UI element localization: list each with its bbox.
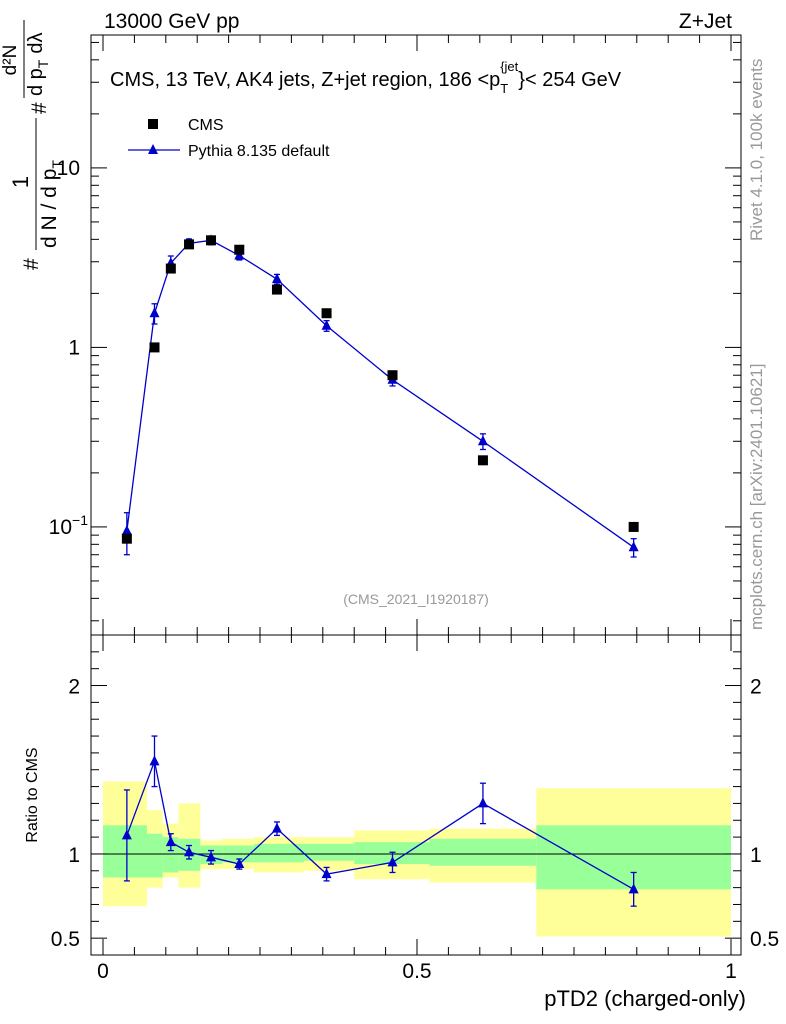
ratio-point: [149, 755, 160, 766]
cms-point: [387, 370, 398, 381]
ylabel-num2: d pTdλ: [25, 33, 51, 97]
ylabel-denominator: d N / d pT: [38, 160, 65, 248]
cms-point: [165, 263, 176, 274]
ratio-band-inner: [303, 843, 355, 861]
ratio-y-tick-label-left: 0.5: [51, 928, 80, 951]
process-label: Z+Jet: [679, 10, 732, 33]
pythia-point: [477, 435, 488, 446]
legend-cms-label: CMS: [188, 117, 224, 134]
legend-cms-marker: [148, 119, 158, 129]
ylabel-numerator: d²N: [0, 45, 21, 76]
main-title-sub: T: [500, 81, 508, 96]
legend: CMS Pythia 8.135 default: [128, 117, 330, 160]
ratio-point: [206, 851, 217, 862]
main-title-text: CMS, 13 TeV, AK4 jets, Z+jet region, 186…: [110, 69, 500, 91]
ratio-band-inner: [146, 833, 163, 878]
main-title: CMS, 13 TeV, AK4 jets, Z+jet region, 186…: [110, 59, 622, 96]
main-title-end: }< 254 GeV: [518, 69, 622, 91]
ylabel-hash-1: #: [20, 258, 43, 270]
pythia-series-line: [126, 239, 635, 548]
ratio-ylabel: Ratio to CMS: [24, 747, 41, 842]
cms-point: [628, 521, 639, 532]
ratio-point: [321, 868, 332, 879]
cms-point: [184, 239, 195, 250]
main-panel: 10−1 1 10 CMS, 13 TeV, AK4 jets, Z+jet reg…: [0, 20, 742, 636]
ratio-point: [387, 856, 398, 867]
x-tick-label: 1: [725, 960, 737, 983]
ratio-point: [234, 858, 245, 869]
cms-point: [121, 533, 132, 544]
energy-label: 13000 GeV pp: [104, 10, 239, 33]
legend-pythia-label: Pythia 8.135 default: [188, 143, 330, 160]
ratio-point: [271, 822, 282, 833]
cms-point: [206, 235, 217, 246]
ratio-point: [165, 836, 176, 847]
x-axis-label: pTD2 (charged-only): [544, 986, 746, 1011]
main-title-sup: {jet: [500, 59, 518, 74]
main-y-tick-label: 10: [57, 157, 80, 180]
x-tick-label: 0.5: [402, 960, 431, 983]
ratio-y-tick-label-right: 0.5: [750, 928, 779, 951]
pythia-point: [121, 524, 132, 535]
ratio-point: [477, 797, 488, 808]
legend-pythia-marker: [148, 144, 158, 154]
pythia-point: [321, 319, 332, 330]
ratio-panel: 0.5 0.5 1 1 2 2 0 0.5 1 Ratio to CMS pTD2 (charg…: [24, 634, 779, 1011]
cms-point: [321, 308, 332, 319]
main-y-tick-label: 10−1: [49, 512, 89, 539]
main-ylabel: # 1 d N / d pT # d²N d pTdλ: [0, 20, 65, 270]
ratio-point: [628, 883, 639, 894]
pythia-point: [149, 307, 160, 318]
pythia-point: [628, 541, 639, 552]
ylabel-hash-2: #: [28, 102, 51, 114]
ratio-band-inner: [253, 843, 304, 863]
cms-point: [271, 284, 282, 295]
main-y-tick-label: 1: [68, 336, 80, 359]
ratio-band-inner: [103, 825, 147, 878]
ratio-y-tick-label-left: 1: [68, 844, 80, 867]
rivet-version-label: Rivet 4.1.0, 100k events: [747, 59, 766, 241]
watermark: (CMS_2021_I1920187): [343, 591, 489, 607]
ratio-y-tick-label-left: 2: [68, 676, 80, 699]
ratio-band-inner: [429, 838, 537, 866]
ratio-point: [121, 829, 132, 840]
cms-point: [234, 244, 245, 255]
ylabel-one: 1: [8, 176, 33, 188]
x-tick-label: 0: [97, 960, 109, 983]
cms-point: [149, 342, 160, 353]
ratio-y-tick-label-right: 1: [750, 844, 762, 867]
pythia-point: [271, 273, 282, 284]
mcplots-label: mcplots.cern.ch [arXiv:2401.10621]: [747, 364, 766, 630]
ratio-y-tick-label-right: 2: [750, 676, 762, 699]
cms-point: [477, 455, 488, 466]
ratio-frame: [90, 634, 742, 956]
ratio-point: [184, 846, 195, 857]
